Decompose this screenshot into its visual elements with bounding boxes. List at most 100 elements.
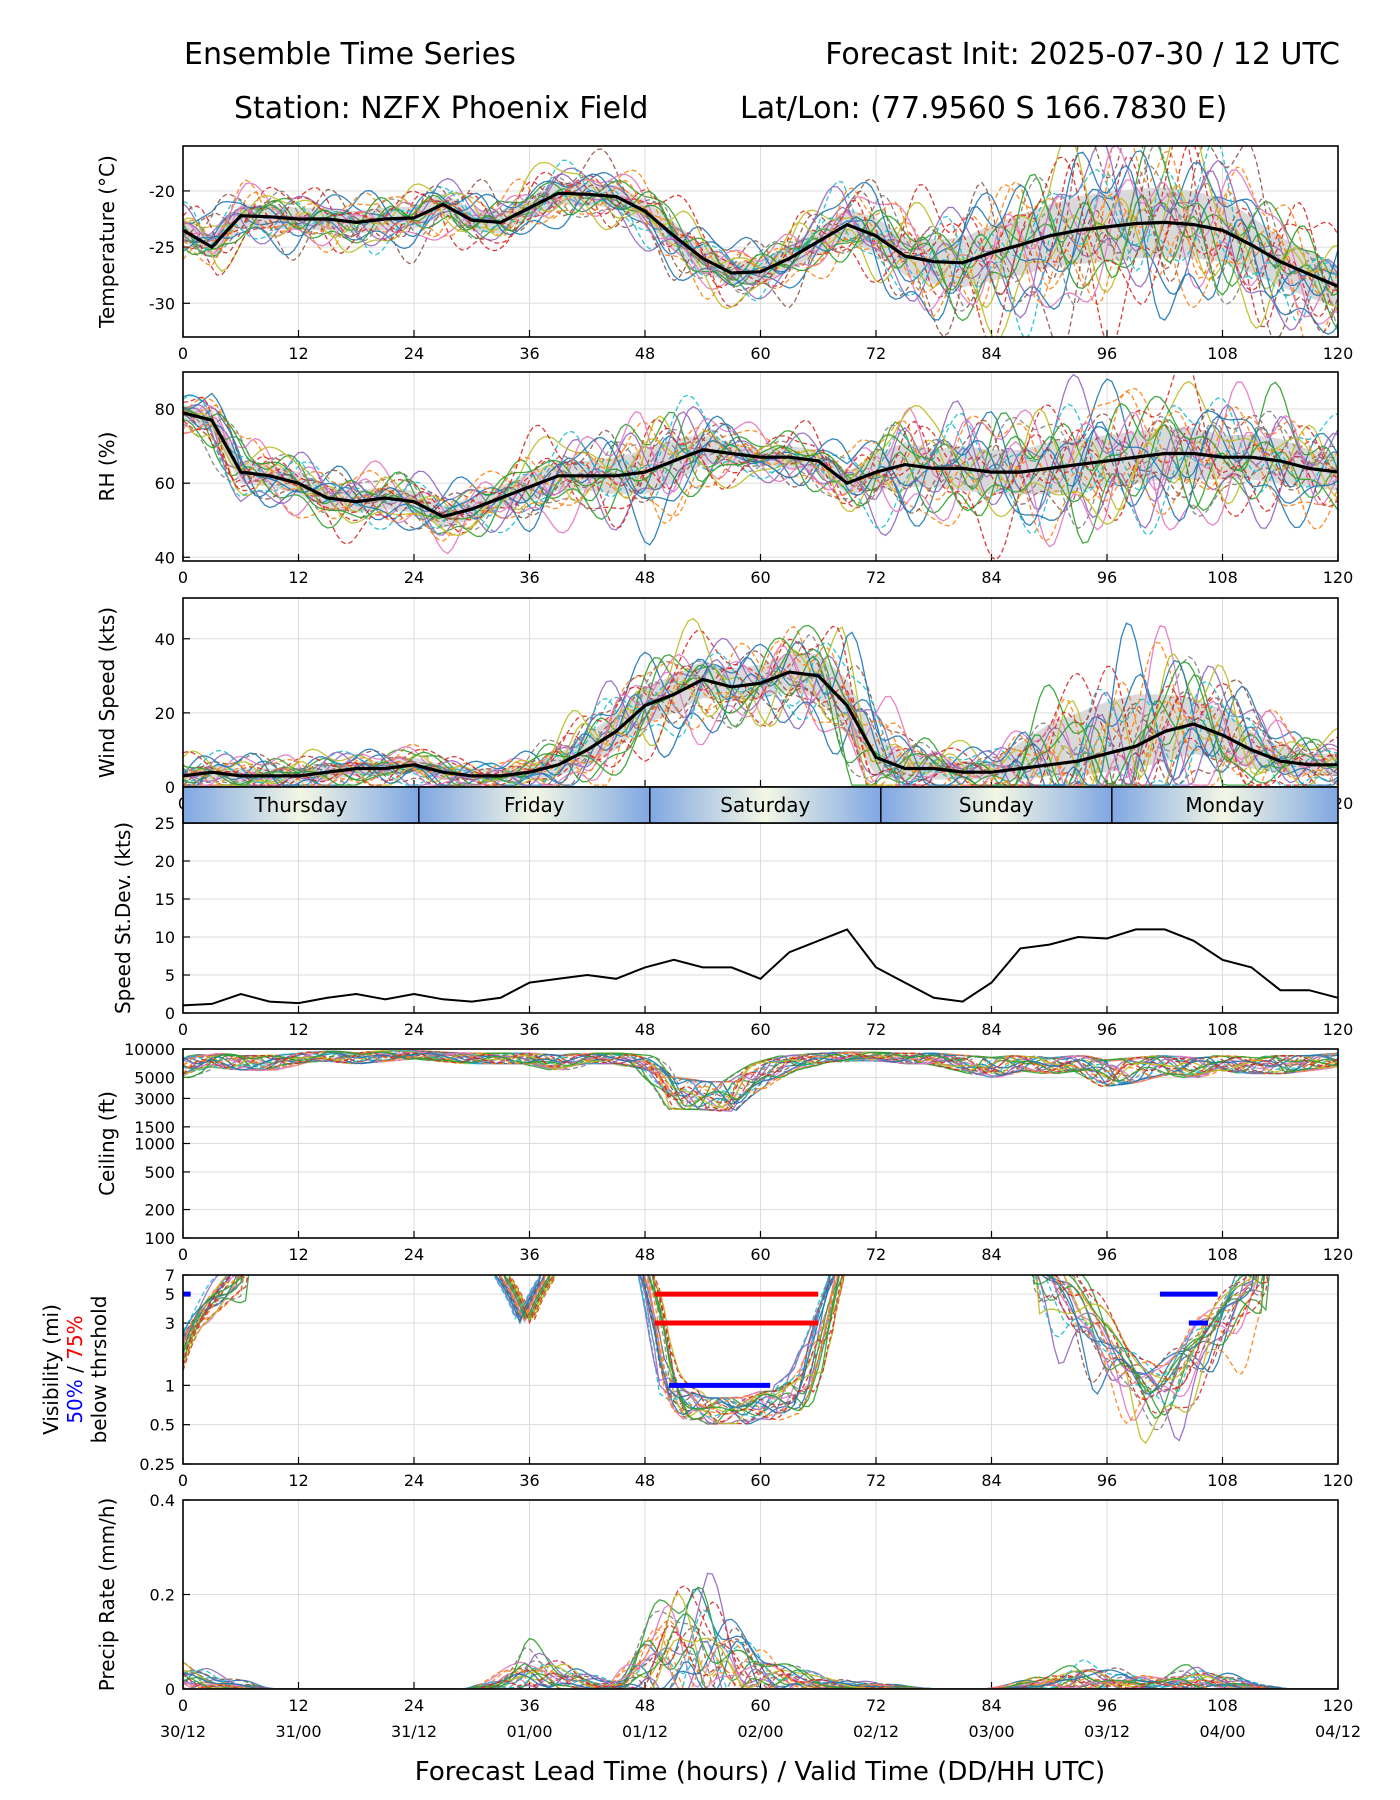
x-tick-label: 60	[750, 1245, 770, 1264]
member-line	[183, 394, 1338, 535]
member-line	[183, 394, 1338, 534]
y-axis-label: Temperature (°C)	[95, 155, 119, 329]
member-line	[183, 625, 1338, 786]
member-line	[183, 1613, 1338, 1689]
valid-time-label: 31/00	[275, 1722, 321, 1741]
member-line	[183, 1640, 1338, 1689]
member-line	[183, 1050, 1338, 1108]
x-tick-label: 48	[635, 568, 655, 587]
x-tick-label: 36	[519, 568, 539, 587]
member-line	[183, 156, 1338, 305]
x-tick-label: 60	[750, 1696, 770, 1715]
valid-time-label: 03/12	[1084, 1722, 1130, 1741]
x-tick-label: 36	[519, 1245, 539, 1264]
latlon-label: Lat/Lon: (77.9560 S 166.7830 E)	[740, 91, 1227, 126]
y-tick-label: 5000	[134, 1068, 175, 1087]
y-tick-label: 1500	[134, 1118, 175, 1137]
x-tick-label: 12	[288, 344, 308, 363]
y-tick-label: 0.2	[150, 1586, 175, 1605]
x-tick-label: 0	[178, 1245, 188, 1264]
y-tick-label: 20	[155, 852, 175, 871]
valid-time-label: 01/12	[622, 1722, 668, 1741]
x-tick-label: 60	[750, 1020, 770, 1039]
x-tick-label: 108	[1207, 1020, 1238, 1039]
x-tick-label: 36	[519, 1020, 539, 1039]
member-line	[183, 173, 1338, 296]
y-tick-label: -30	[149, 294, 175, 313]
pct-separator: /	[63, 1360, 87, 1379]
y-tick-label: 40	[155, 548, 175, 567]
y-axis-label-pct: 50% / 75%	[63, 1315, 87, 1423]
day-label: Friday	[504, 793, 565, 817]
member-line	[183, 1652, 1338, 1689]
member-line	[183, 1275, 1266, 1412]
x-tick-label: 120	[1323, 1471, 1354, 1490]
x-tick-label: 84	[981, 1020, 1001, 1039]
x-tick-label: 72	[866, 1245, 886, 1264]
x-tick-label: 120	[1323, 568, 1354, 587]
x-tick-label: 12	[288, 568, 308, 587]
member-line	[183, 146, 1338, 330]
valid-time-label: 04/12	[1315, 1722, 1361, 1741]
x-tick-label: 12	[288, 1471, 308, 1490]
x-tick-label: 24	[404, 1245, 424, 1264]
day-cell	[649, 787, 881, 823]
member-line	[183, 414, 1338, 536]
y-axis-label-2: below thrshold	[87, 1296, 111, 1444]
spread-band	[183, 405, 1338, 528]
member-line	[183, 1050, 1338, 1105]
x-tick-label: 84	[981, 568, 1001, 587]
visibility-panel: 0 12 24 36 48 60 72 84 96 108 120 0.25 0.5 1 3 57 Visibi…	[39, 1266, 1354, 1490]
valid-time-labels: 30/12 31/00 31/12 01/00 01/12 02/00 02/12 03/00…	[160, 1722, 1361, 1741]
x-tick-label: 60	[750, 1471, 770, 1490]
pct75-label: 75%	[63, 1315, 87, 1359]
stdev-line	[182, 928, 1339, 1007]
day-band: Thursday Friday Saturday Sunday Monday	[182, 786, 1339, 824]
x-tick-label: 36	[519, 1471, 539, 1490]
wind-panel: 0122436486072849610812002040Wind Speed (…	[95, 597, 1353, 813]
member-line	[183, 1626, 1338, 1689]
y-tick-label: 5	[165, 966, 175, 985]
x-tick-label: 108	[1207, 344, 1238, 363]
valid-time-label: 30/12	[160, 1722, 206, 1741]
y-tick-label: 0.5	[150, 1416, 175, 1435]
member-line	[183, 151, 1338, 321]
member-line	[183, 1275, 1265, 1410]
member-line	[183, 1275, 1255, 1414]
member-line	[183, 1627, 1338, 1689]
y-axis-label: Speed St.Dev. (kts)	[111, 822, 135, 1014]
x-tick-label: 24	[404, 1020, 424, 1039]
y-tick-label: 3	[165, 1314, 175, 1333]
member-line	[183, 395, 1338, 520]
x-tick-label: 84	[981, 1471, 1001, 1490]
member-line	[183, 381, 1338, 544]
y-axis-label: RH (%)	[95, 432, 119, 502]
member-line	[183, 660, 1338, 786]
x-tick-label: 0	[178, 1696, 188, 1715]
day-label: Sunday	[959, 793, 1034, 817]
members-group	[183, 1050, 1338, 1112]
member-line	[183, 1610, 1338, 1689]
x-tick-label: 120	[1323, 1020, 1354, 1039]
x-tick-label: 108	[1207, 1471, 1238, 1490]
member-line	[183, 146, 1338, 337]
x-tick-label: 72	[866, 344, 886, 363]
x-tick-label: 120	[1323, 1245, 1354, 1264]
ensemble-mean-line	[182, 411, 1339, 519]
x-tick-label: 12	[288, 1696, 308, 1715]
valid-time-label: 01/00	[506, 1722, 552, 1741]
x-tick-label: 24	[404, 568, 424, 587]
x-tick-label: 36	[519, 1696, 539, 1715]
title-left: Ensemble Time Series	[184, 37, 516, 72]
x-tick-label: 48	[635, 1471, 655, 1490]
y-tick-label: 500	[144, 1163, 175, 1182]
valid-time-label: 02/12	[853, 1722, 899, 1741]
member-line	[183, 1275, 1250, 1415]
y-tick-label: 80	[155, 400, 175, 419]
temperature-frame	[182, 145, 1339, 338]
x-tick-label: 24	[404, 1471, 424, 1490]
day-cell	[880, 787, 1112, 823]
x-tick-label: 48	[635, 1245, 655, 1264]
x-tick-label: 12	[288, 1020, 308, 1039]
x-tick-label: 96	[1097, 1245, 1117, 1264]
